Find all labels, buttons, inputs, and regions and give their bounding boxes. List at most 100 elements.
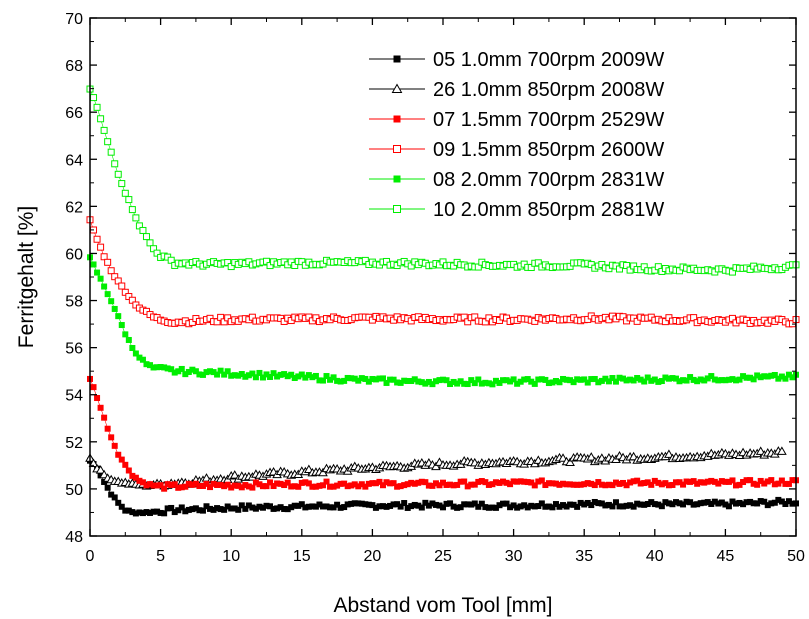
- legend-label: 08 2.0mm 700rpm 2831W: [433, 169, 664, 191]
- data-point: [704, 478, 711, 485]
- data-point: [595, 379, 602, 386]
- data-point: [464, 381, 471, 388]
- data-point: [142, 233, 150, 241]
- data-point: [524, 376, 531, 383]
- data-point: [672, 499, 679, 506]
- data-point: [496, 379, 503, 386]
- data-point: [782, 480, 789, 487]
- data-point: [764, 478, 771, 485]
- data-point: [524, 504, 531, 511]
- data-point: [319, 503, 326, 510]
- data-point: [309, 374, 316, 381]
- data-point: [245, 502, 252, 509]
- data-point: [704, 375, 711, 382]
- data-point: [588, 480, 595, 487]
- data-point: [125, 196, 133, 204]
- data-point: [337, 378, 344, 385]
- data-point: [242, 373, 249, 380]
- data-point: [478, 478, 485, 485]
- data-point: [676, 500, 683, 507]
- data-point: [690, 478, 697, 485]
- data-point: [750, 376, 757, 383]
- data-point: [471, 313, 479, 321]
- data-point: [390, 501, 397, 508]
- data-point: [616, 374, 623, 381]
- data-point: [368, 316, 376, 324]
- data-point: [415, 479, 422, 486]
- data-point: [281, 371, 288, 378]
- data-point: [291, 374, 298, 381]
- data-point: [598, 377, 605, 384]
- y-tick-label: 56: [65, 341, 83, 358]
- data-point: [316, 501, 323, 508]
- data-point: [687, 478, 694, 485]
- y-tick-label: 50: [65, 482, 83, 499]
- data-point: [736, 376, 743, 383]
- data-point: [729, 498, 736, 505]
- data-point: [394, 483, 401, 490]
- data-point: [715, 377, 722, 384]
- data-point: [387, 502, 394, 509]
- data-point: [623, 262, 631, 270]
- data-point: [567, 501, 574, 508]
- data-point: [764, 373, 771, 380]
- data-point: [114, 170, 122, 178]
- data-point: [154, 508, 161, 515]
- data-point: [132, 510, 139, 517]
- data-point: [447, 481, 454, 488]
- data-point: [182, 371, 189, 378]
- data-point: [376, 375, 383, 382]
- data-point: [128, 206, 136, 214]
- data-point: [135, 222, 143, 230]
- data-point: [538, 376, 545, 383]
- data-point: [100, 253, 108, 261]
- data-point: [761, 480, 768, 487]
- data-point: [291, 261, 299, 269]
- data-point: [665, 482, 672, 489]
- data-point: [574, 503, 581, 510]
- data-point: [348, 482, 355, 489]
- data-point: [454, 380, 461, 387]
- data-point: [214, 371, 221, 378]
- data-point: [764, 502, 771, 509]
- data-point: [256, 369, 263, 376]
- data-point: [97, 115, 105, 123]
- data-point: [220, 318, 228, 326]
- data-point: [560, 375, 567, 382]
- data-point: [288, 371, 295, 378]
- data-point: [496, 502, 503, 509]
- data-point: [768, 372, 775, 379]
- data-point: [418, 504, 425, 511]
- data-point: [475, 503, 482, 510]
- data-point: [443, 481, 450, 488]
- data-point: [182, 508, 189, 515]
- data-point: [323, 373, 330, 380]
- data-point: [468, 377, 475, 384]
- data-point: [517, 478, 524, 485]
- data-point: [154, 482, 161, 489]
- data-point: [584, 480, 591, 487]
- data-point: [471, 481, 478, 488]
- data-point: [612, 378, 619, 385]
- data-point: [436, 502, 443, 509]
- data-point: [393, 175, 401, 183]
- data-point: [517, 503, 524, 510]
- data-point: [372, 504, 379, 511]
- data-point: [401, 482, 408, 489]
- data-point: [690, 376, 697, 383]
- data-point: [323, 478, 330, 485]
- series-4: [87, 254, 799, 388]
- data-point: [139, 226, 147, 234]
- data-point: [344, 374, 351, 381]
- data-point: [440, 376, 446, 383]
- data-point: [224, 314, 232, 322]
- data-point: [591, 482, 598, 489]
- data-point: [732, 500, 739, 507]
- data-point: [775, 375, 782, 382]
- data-point: [334, 482, 341, 489]
- data-point: [461, 478, 468, 485]
- data-point: [630, 262, 638, 270]
- data-point: [507, 481, 514, 488]
- data-point: [697, 500, 704, 507]
- data-point: [750, 500, 757, 507]
